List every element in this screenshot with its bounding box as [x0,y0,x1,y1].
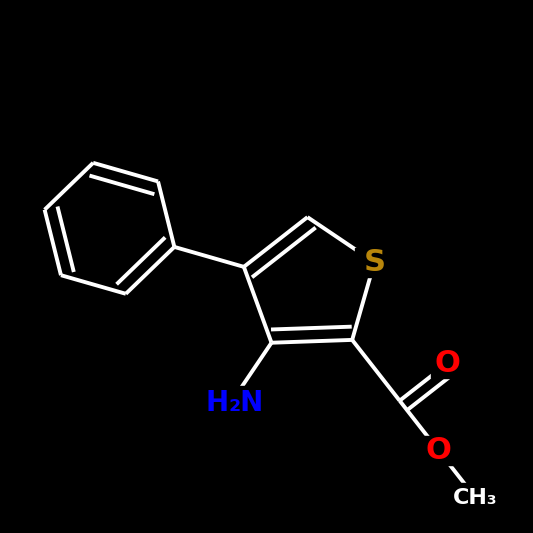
Bar [355,248,394,277]
Bar [449,483,502,512]
Bar [432,349,463,378]
Text: O: O [425,435,451,465]
Text: CH₃: CH₃ [453,488,498,507]
Bar [423,435,454,465]
Text: ₂N: ₂N [229,389,264,417]
Bar [190,386,272,419]
Text: S: S [364,248,385,277]
Text: O: O [434,349,460,378]
Text: H: H [206,389,229,417]
